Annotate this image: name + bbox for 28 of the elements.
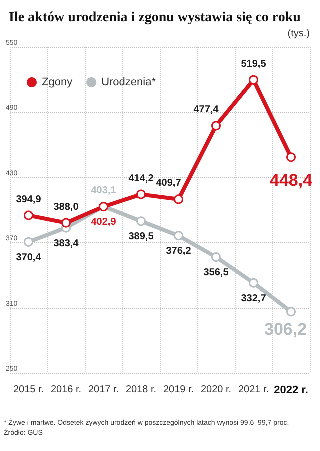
data-label: 376,2 [166, 246, 192, 258]
x-tick-label: 2022 r. [274, 384, 308, 396]
data-label: 403,1 [91, 185, 117, 196]
data-label: 394,9 [16, 194, 42, 206]
x-tick-label: 2019 r. [163, 384, 194, 396]
data-label: 519,5 [241, 58, 267, 70]
data-label: 402,9 [91, 217, 117, 228]
legend-label: Zgony [42, 76, 74, 88]
data-label: 448,4 [270, 171, 314, 190]
data-label: 370,4 [16, 252, 42, 264]
data-label: 332,7 [241, 293, 267, 304]
x-tick-label: 2018 r. [126, 384, 157, 396]
x-tick-label: 2016 r. [50, 384, 82, 396]
data-label: 388,0 [54, 202, 80, 213]
y-axis-title: (tys.) [288, 28, 310, 40]
x-tick-label: 2020 r. [200, 384, 232, 396]
x-tick-label: 2017 r. [88, 384, 120, 396]
x-tick-label: 2021 r. [238, 384, 270, 396]
data-label: 409,7 [156, 178, 182, 190]
data-label: 477,4 [194, 104, 220, 116]
data-label: 306,2 [264, 320, 308, 340]
data-label: 389,5 [128, 232, 154, 243]
data-label: 383,4 [54, 238, 80, 250]
legend-label: Urodzenia* [102, 76, 157, 88]
chart-title: Ile aktów urodzenia i zgonu wystawia się co roku [9, 10, 302, 26]
data-label: 414,2 [128, 173, 154, 184]
data-label: 356,5 [204, 268, 230, 279]
x-tick-label: 2015 r. [13, 384, 44, 396]
